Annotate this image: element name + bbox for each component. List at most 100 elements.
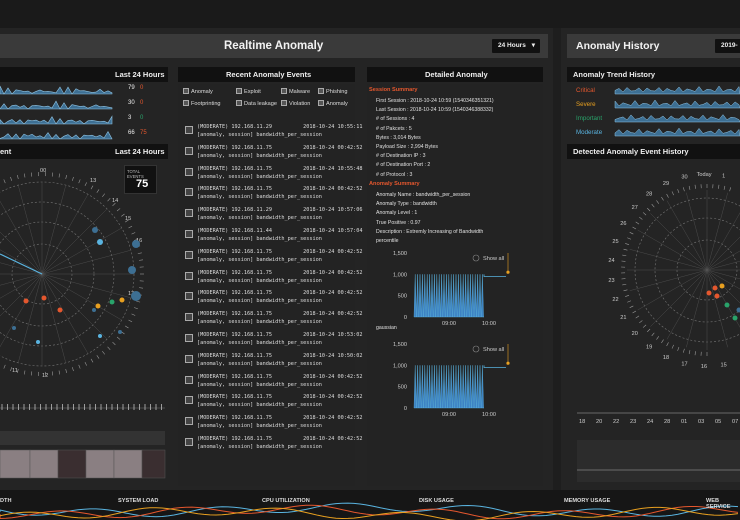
- event-summary: (MODERATE) 192.168.11.75 2018-10-24 00:4…: [197, 144, 363, 151]
- radar-range: Last 24 Hours: [115, 147, 165, 156]
- anomaly-dot[interactable]: [97, 239, 103, 245]
- radar-tick: [666, 342, 669, 347]
- y-tick-label: 0: [404, 406, 407, 412]
- radar-spoke: [706, 260, 740, 271]
- radar-spoke: [637, 269, 708, 311]
- event-row[interactable]: (MODERATE) 192.168.11.75 2018-10-24 10:5…: [183, 352, 363, 372]
- anomaly-dot[interactable]: [128, 266, 136, 274]
- anomaly-icon: [185, 250, 193, 259]
- heat-cell[interactable]: [0, 449, 31, 479]
- event-row[interactable]: (MODERATE) 192.168.11.75 2018-10-24 00:4…: [183, 310, 363, 330]
- radar-tick: [10, 367, 13, 372]
- zoom-icon[interactable]: [472, 254, 480, 262]
- radar-spoke: [706, 269, 740, 328]
- heat-cell[interactable]: [113, 449, 143, 479]
- spark-delta: 75: [140, 130, 147, 136]
- legend-label: Anomaly: [191, 89, 213, 95]
- event-row[interactable]: (MODERATE) 192.168.11.75 2018-10-24 10:5…: [183, 165, 363, 185]
- event-row[interactable]: (MODERATE) 192.168.11.75 2018-10-24 00:4…: [183, 185, 363, 205]
- event-summary: (MODERATE) 192.168.11.75 2018-10-24 00:4…: [197, 290, 363, 297]
- anomaly-dot[interactable]: [92, 308, 96, 312]
- event-row[interactable]: (MODERATE) 192.168.11.29 2018-10-24 10:5…: [183, 206, 363, 226]
- event-row[interactable]: (MODERATE) 192.168.11.75 2018-10-24 00:4…: [183, 248, 363, 268]
- anomaly-dot[interactable]: [131, 291, 141, 301]
- history-dot[interactable]: [714, 293, 720, 299]
- radar-tick: [623, 289, 628, 292]
- spark-row: 66 75: [0, 129, 168, 141]
- anomaly-dot[interactable]: [12, 326, 16, 330]
- legend-item[interactable]: Malware: [281, 88, 310, 95]
- anomaly-icon: [185, 375, 193, 384]
- zoom-label[interactable]: Show all: [483, 347, 504, 353]
- event-row[interactable]: (MODERATE) 192.168.11.75 2018-10-24 00:4…: [183, 289, 363, 309]
- legend-item[interactable]: Anomaly: [318, 100, 348, 107]
- chevron-down-icon: ▾: [531, 42, 535, 49]
- radar-tick: [23, 370, 26, 375]
- event-row[interactable]: (MODERATE) 192.168.11.75 2018-10-24 00:4…: [183, 435, 363, 455]
- event-row[interactable]: (MODERATE) 192.168.11.29 2018-10-24 10:5…: [183, 123, 363, 143]
- detected-title: Detected Anomaly Event History: [573, 147, 689, 156]
- zoom-label[interactable]: Show all: [483, 256, 504, 262]
- radar-tick: [71, 367, 74, 372]
- heat-cell[interactable]: [57, 449, 87, 479]
- anomaly-icon: [185, 334, 193, 342]
- legend-item[interactable]: Footprinting: [183, 100, 221, 107]
- trend-label: Moderate: [576, 129, 603, 136]
- radar-tick: [71, 176, 74, 181]
- heat-cell[interactable]: [85, 449, 115, 479]
- heat-cell[interactable]: [29, 449, 59, 479]
- anomaly-dot[interactable]: [36, 340, 40, 344]
- event-row[interactable]: (MODERATE) 192.168.11.75 2018-10-24 00:4…: [183, 414, 363, 434]
- history-dot[interactable]: [732, 315, 738, 321]
- event-row[interactable]: (MODERATE) 192.168.11.75 2018-10-24 00:4…: [183, 373, 363, 393]
- event-row[interactable]: (MODERATE) 192.168.11.75 2018-10-24 00:4…: [183, 269, 363, 289]
- x-tick-label: 09:00: [442, 412, 456, 418]
- radar-spoke: [686, 192, 708, 271]
- anomaly-dot[interactable]: [98, 334, 102, 338]
- zoom-icon[interactable]: [472, 345, 480, 353]
- anomaly-dot[interactable]: [92, 227, 98, 233]
- session-line: First Session : 2018-10-24 10:59 (154034…: [376, 98, 494, 104]
- event-row[interactable]: (MODERATE) 192.168.11.75 2018-10-24 00:4…: [183, 144, 363, 164]
- history-dot[interactable]: [724, 302, 730, 308]
- range-select[interactable]: 24 Hours ▾: [492, 39, 540, 53]
- legend-item[interactable]: Phishing: [318, 88, 347, 95]
- radar-hour-label: 15: [125, 216, 131, 222]
- anomaly-dot[interactable]: [41, 295, 47, 301]
- legend-item[interactable]: Data leakage: [236, 100, 277, 107]
- event-row[interactable]: (MODERATE) 192.168.11.75 2018-10-24 10:5…: [183, 331, 363, 351]
- anomaly-dot[interactable]: [109, 299, 115, 305]
- trend-sparkline: [614, 114, 740, 123]
- anomaly-icon: [185, 292, 193, 301]
- event-summary: (MODERATE) 192.168.11.75 2018-10-24 10:5…: [197, 352, 363, 359]
- event-detail: [anomaly, session] bandwidth_per_session: [197, 423, 322, 430]
- event-row[interactable]: (MODERATE) 192.168.11.44 2018-10-24 10:5…: [183, 227, 363, 247]
- radar-tick: [694, 184, 696, 189]
- radar-tick: [133, 307, 138, 310]
- anomaly-dot[interactable]: [132, 240, 140, 248]
- radar-tick: [666, 193, 669, 198]
- legend-item[interactable]: Violation: [281, 100, 310, 107]
- radar-tick: [625, 295, 630, 297]
- history-title-bar: Anomaly History 2019-: [567, 34, 740, 58]
- heat-cell[interactable]: [141, 449, 166, 479]
- anomaly-dot[interactable]: [118, 330, 122, 334]
- event-row[interactable]: (MODERATE) 192.168.11.75 2018-10-24 00:4…: [183, 393, 363, 413]
- anomaly-dot[interactable]: [23, 298, 29, 304]
- history-date-select[interactable]: 2019-: [715, 39, 740, 53]
- anomaly-dot[interactable]: [95, 303, 101, 309]
- anomaly-dot[interactable]: [57, 307, 63, 313]
- history-dot[interactable]: [736, 307, 740, 313]
- event-summary: (MODERATE) 192.168.11.75 2018-10-24 00:4…: [197, 394, 363, 401]
- legend-item[interactable]: Exploit: [236, 88, 261, 95]
- legend-label: Exploit: [244, 89, 261, 95]
- anomaly-dot[interactable]: [119, 297, 125, 303]
- history-dot[interactable]: [719, 283, 725, 289]
- radar-tick: [116, 336, 121, 340]
- history-dot[interactable]: [706, 290, 712, 296]
- legend-item[interactable]: Anomaly: [183, 88, 213, 95]
- radar-tick: [58, 173, 61, 178]
- history-dot[interactable]: [712, 285, 718, 291]
- event-summary: (MODERATE) 192.168.11.75 2018-10-24 00:4…: [197, 311, 363, 318]
- radar-tick: [656, 200, 660, 204]
